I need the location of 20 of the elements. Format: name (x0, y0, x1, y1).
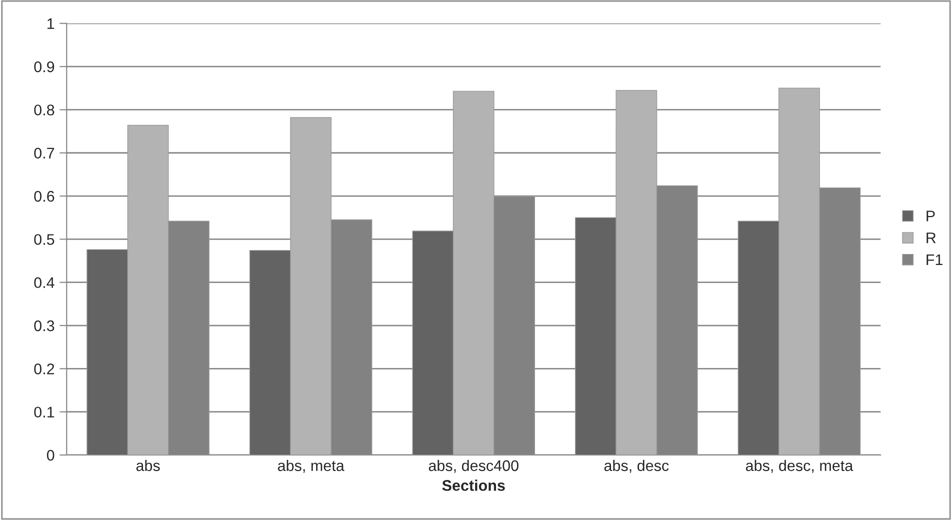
y-tick-label: 1 (48, 18, 54, 29)
x-axis-title: Sections (442, 480, 505, 491)
x-tick-label: abs (136, 460, 160, 472)
y-tick-label: 0 (46, 450, 54, 461)
y-tick-label: 0.3 (34, 320, 54, 332)
y-tick-label: 0.1 (34, 406, 54, 418)
legend-label: F1 (926, 254, 942, 266)
y-tick-label: 0.9 (34, 61, 54, 72)
y-tick-label: 0.8 (34, 104, 54, 116)
y-tick-label: 0.4 (34, 277, 54, 288)
y-tick-label: 0.7 (34, 148, 54, 159)
legend-label: R (926, 232, 936, 244)
x-tick-label: abs, meta (278, 460, 344, 473)
x-tick-label: abs, desc, meta (746, 460, 854, 473)
x-tick-label: abs, desc (604, 460, 669, 473)
x-tick-label: abs, desc400 (428, 460, 518, 473)
y-tick-label: 0.6 (34, 190, 54, 202)
y-tick-label: 0.2 (34, 364, 54, 374)
legend-label: P (926, 210, 935, 222)
y-tick-label: 0.5 (34, 234, 54, 245)
